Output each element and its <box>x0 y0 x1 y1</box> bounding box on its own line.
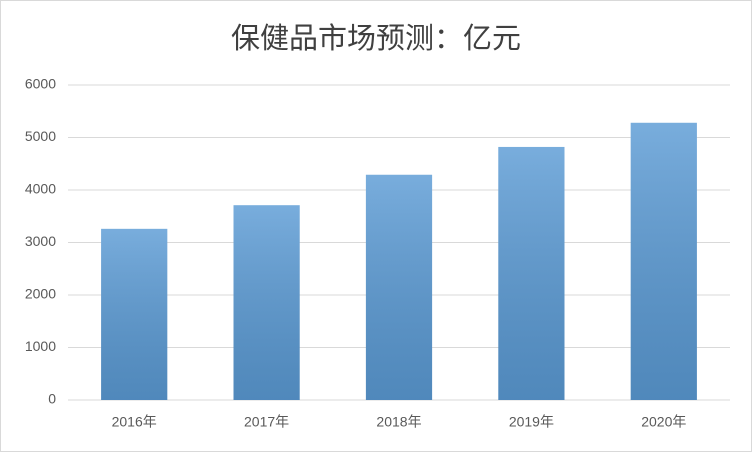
y-tick-label: 6000 <box>25 76 56 92</box>
y-tick-label: 1000 <box>25 338 56 354</box>
bar-shade <box>101 228 168 400</box>
bar-shade <box>498 146 565 400</box>
x-tick-label: 2019年 <box>509 414 554 430</box>
y-tick-label: 2000 <box>25 286 56 302</box>
x-tick-label: 2017年 <box>244 414 289 430</box>
bar-shade <box>630 122 697 401</box>
x-tick-label: 2016年 <box>112 414 157 430</box>
x-tick-label: 2018年 <box>376 414 421 430</box>
y-tick-label: 3000 <box>25 233 56 249</box>
y-tick-label: 4000 <box>25 181 56 197</box>
y-tick-label: 0 <box>48 391 56 407</box>
y-tick-label: 5000 <box>25 128 56 144</box>
x-tick-label: 2020年 <box>641 414 686 430</box>
chart-title: 保健品市场预测：亿元 <box>231 21 521 55</box>
bar-shade <box>233 205 300 400</box>
bar-shade <box>365 174 433 400</box>
